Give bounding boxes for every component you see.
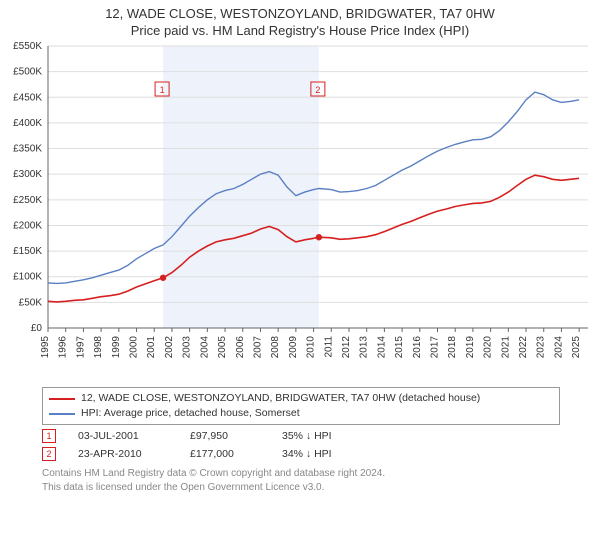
y-tick-label: £350K bbox=[13, 144, 42, 155]
x-tick-label: 2002 bbox=[164, 336, 175, 359]
title-line1: 12, WADE CLOSE, WESTONZOYLAND, BRIDGWATE… bbox=[0, 6, 600, 21]
sale-date: 23-APR-2010 bbox=[78, 448, 168, 460]
x-tick-label: 1996 bbox=[58, 336, 69, 359]
legend-label: HPI: Average price, detached house, Some… bbox=[81, 406, 300, 421]
y-tick-label: £0 bbox=[31, 323, 43, 334]
x-tick-label: 2015 bbox=[394, 336, 405, 359]
x-tick-label: 2004 bbox=[199, 336, 210, 359]
legend: 12, WADE CLOSE, WESTONZOYLAND, BRIDGWATE… bbox=[42, 387, 560, 425]
footnote-line1: Contains HM Land Registry data © Crown c… bbox=[42, 467, 560, 481]
x-tick-label: 2003 bbox=[182, 336, 193, 359]
legend-swatch bbox=[49, 413, 75, 415]
legend-row: HPI: Average price, detached house, Some… bbox=[49, 406, 553, 421]
x-tick-label: 1998 bbox=[93, 336, 104, 359]
sales-table: 1 03-JUL-2001 £97,950 35% ↓ HPI 2 23-APR-2010… bbox=[42, 427, 560, 463]
sale-marker: 2 bbox=[42, 447, 56, 461]
sale-marker-number: 2 bbox=[315, 85, 320, 95]
x-tick-label: 1995 bbox=[40, 336, 51, 359]
sale-row: 2 23-APR-2010 £177,000 34% ↓ HPI bbox=[42, 445, 560, 463]
legend-label: 12, WADE CLOSE, WESTONZOYLAND, BRIDGWATE… bbox=[81, 391, 480, 406]
price-chart: £0 £50K £100K £150K £200K £250K £300K £350K £400… bbox=[0, 38, 600, 378]
legend-row: 12, WADE CLOSE, WESTONZOYLAND, BRIDGWATE… bbox=[49, 391, 553, 406]
x-tick-label: 2022 bbox=[518, 336, 529, 359]
x-tick-label: 2024 bbox=[553, 336, 564, 359]
sale-row: 1 03-JUL-2001 £97,950 35% ↓ HPI bbox=[42, 427, 560, 445]
x-tick-label: 1997 bbox=[75, 336, 86, 359]
sale-date: 03-JUL-2001 bbox=[78, 430, 168, 442]
x-tick-label: 2005 bbox=[217, 336, 228, 359]
y-tick-label: £200K bbox=[13, 220, 42, 231]
x-tick-label: 2020 bbox=[483, 336, 494, 359]
x-tick-label: 2014 bbox=[376, 336, 387, 359]
x-tick-label: 2001 bbox=[146, 336, 157, 359]
sale-marker-dot bbox=[316, 234, 322, 240]
x-tick-label: 2025 bbox=[571, 336, 582, 359]
x-tick-label: 2023 bbox=[536, 336, 547, 359]
y-tick-label: £500K bbox=[13, 67, 42, 78]
y-tick-label: £100K bbox=[13, 272, 42, 283]
shaded-band bbox=[163, 46, 319, 328]
y-tick-label: £450K bbox=[13, 92, 42, 103]
sale-hpi: 35% ↓ HPI bbox=[282, 430, 362, 442]
x-tick-label: 2000 bbox=[129, 336, 140, 359]
sale-marker-dot bbox=[160, 275, 166, 281]
x-tick-label: 2007 bbox=[252, 336, 263, 359]
x-tick-label: 2019 bbox=[465, 336, 476, 359]
legend-swatch bbox=[49, 398, 75, 400]
x-tick-label: 2006 bbox=[235, 336, 246, 359]
y-tick-label: £300K bbox=[13, 169, 42, 180]
sale-hpi: 34% ↓ HPI bbox=[282, 448, 362, 460]
x-tick-label: 2017 bbox=[430, 336, 441, 359]
chart-titles: 12, WADE CLOSE, WESTONZOYLAND, BRIDGWATE… bbox=[0, 0, 600, 38]
sale-marker: 1 bbox=[42, 429, 56, 443]
x-tick-label: 2016 bbox=[412, 336, 423, 359]
y-tick-label: £150K bbox=[13, 246, 42, 257]
x-tick-label: 2013 bbox=[359, 336, 370, 359]
x-tick-label: 2012 bbox=[341, 336, 352, 359]
x-tick-label: 2010 bbox=[306, 336, 317, 359]
sale-price: £177,000 bbox=[190, 448, 260, 460]
y-tick-label: £550K bbox=[13, 41, 42, 52]
x-tick-label: 2008 bbox=[270, 336, 281, 359]
x-tick-label: 1999 bbox=[111, 336, 122, 359]
x-tick-label: 2018 bbox=[447, 336, 458, 359]
title-line2: Price paid vs. HM Land Registry's House … bbox=[0, 23, 600, 38]
footnote-line2: This data is licensed under the Open Gov… bbox=[42, 481, 560, 495]
sale-price: £97,950 bbox=[190, 430, 260, 442]
y-tick-label: £50K bbox=[19, 297, 43, 308]
chart-container: £0 £50K £100K £150K £200K £250K £300K £350K £400… bbox=[0, 38, 600, 383]
x-tick-label: 2021 bbox=[500, 336, 511, 359]
x-tick-label: 2011 bbox=[323, 336, 334, 358]
footnote: Contains HM Land Registry data © Crown c… bbox=[42, 467, 560, 494]
sale-marker-number: 1 bbox=[160, 85, 165, 95]
x-tick-label: 2009 bbox=[288, 336, 299, 359]
y-tick-label: £400K bbox=[13, 118, 42, 129]
y-tick-label: £250K bbox=[13, 195, 42, 206]
